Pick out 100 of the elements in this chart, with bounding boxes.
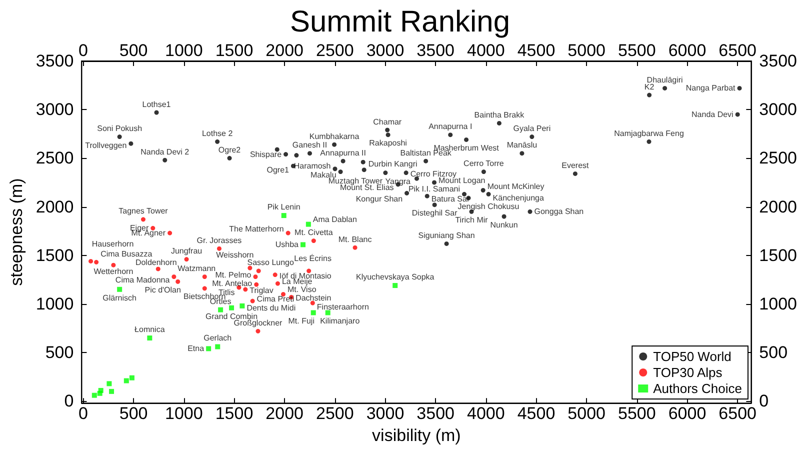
- point: [404, 170, 408, 176]
- point: [111, 262, 116, 268]
- data-label: Makalu: [310, 170, 336, 180]
- x-axis-title: visibility (m): [372, 426, 461, 445]
- data-label: Ama Dablan: [312, 214, 357, 224]
- data-label: Gongga Shan: [534, 207, 584, 216]
- x-tick-label: 5500: [618, 404, 656, 424]
- data-label: Cima Madonna: [115, 275, 170, 284]
- data-label: Mt. Civetta: [294, 228, 334, 238]
- point: [272, 272, 278, 278]
- point: [332, 142, 337, 147]
- point: [496, 120, 502, 126]
- data-label: Hauserhorn: [92, 239, 134, 248]
- point: [311, 238, 316, 244]
- point: [162, 158, 168, 162]
- data-label: Pic d'Olan: [144, 285, 181, 294]
- data-label: Everest: [562, 160, 590, 170]
- point: [352, 245, 358, 250]
- x2-tick-label: 6000: [668, 41, 706, 60]
- data-label: Nunkun: [490, 220, 518, 230]
- y-tick-label: 2500: [36, 148, 74, 168]
- point: [215, 344, 220, 350]
- point: [362, 168, 366, 172]
- x2-tick-label: 5000: [568, 41, 606, 60]
- data-label: Yangra: [385, 177, 412, 186]
- x2-tick-label: 3000: [366, 41, 404, 60]
- x-tick-label: 3500: [416, 404, 454, 424]
- point: [286, 230, 290, 236]
- y2-tick-label: 2000: [759, 197, 798, 216]
- y-axis-title: steepness (m): [7, 178, 26, 286]
- x2-tick-label: 2500: [316, 41, 354, 60]
- point: [117, 134, 122, 140]
- data-label: Chamar: [373, 117, 402, 126]
- x-tick-label: 0: [78, 404, 88, 424]
- point: [737, 86, 742, 90]
- data-label: La Meije: [282, 277, 313, 286]
- point: [294, 153, 299, 158]
- point: [253, 274, 258, 280]
- data-label: Mt. Blanc: [338, 234, 372, 244]
- legend-label: TOP30 Alps: [653, 365, 723, 380]
- y-tick-label: 3500: [36, 52, 74, 70]
- data-label: Ogre1: [266, 165, 290, 174]
- data-label: Siguniang Shan: [418, 230, 475, 240]
- point: [332, 166, 338, 172]
- point: [325, 310, 330, 316]
- point: [310, 310, 316, 316]
- data-label: Cima Busazza: [100, 250, 153, 259]
- data-label: Rakaposhi: [369, 138, 408, 148]
- x-tick-label: 4500: [517, 404, 556, 424]
- x-tick-label: 1000: [164, 404, 203, 424]
- data-label: Nanda Devi 2: [140, 147, 190, 156]
- data-label: Namjagbarwa Feng: [614, 128, 684, 138]
- data-label: Dhaulāgiri: [646, 75, 684, 84]
- data-label: Cima Preti: [256, 294, 294, 304]
- point: [98, 388, 104, 393]
- point: [424, 158, 428, 164]
- x2-tick-label: 5500: [618, 41, 656, 60]
- point: [281, 213, 286, 218]
- data-label: Soni Pokush: [97, 124, 142, 134]
- data-label: Mount McKinley: [487, 182, 544, 191]
- point: [486, 192, 491, 196]
- y-tick-label: 0: [64, 392, 74, 411]
- point: [229, 305, 234, 310]
- x2-tick-label: 4500: [517, 41, 556, 60]
- legend-label: TOP50 World: [653, 349, 732, 364]
- x-tick-label: 3000: [366, 404, 404, 424]
- point: [735, 112, 740, 117]
- data-label: Trollveggen: [85, 141, 127, 150]
- data-label: Dachstein: [296, 294, 332, 303]
- point: [176, 279, 180, 284]
- point: [386, 132, 390, 138]
- x-tick-label: 2500: [316, 404, 354, 424]
- y2-tick-label: 500: [759, 343, 788, 362]
- data-label: Wetterhorn: [94, 266, 134, 276]
- x-tick-label: 500: [119, 404, 148, 424]
- point: [150, 226, 156, 230]
- point: [383, 170, 388, 176]
- point: [480, 188, 486, 193]
- point: [254, 282, 259, 287]
- x-tick-label: 2000: [266, 404, 304, 424]
- point: [432, 202, 437, 208]
- point: [392, 283, 398, 288]
- point: [168, 230, 172, 236]
- x-tick-label: 6000: [668, 404, 706, 424]
- point: [202, 286, 207, 291]
- data-label: Lothse 2: [202, 128, 234, 138]
- point: [404, 190, 410, 196]
- point: [284, 152, 288, 157]
- data-label: Lothse1: [142, 100, 172, 109]
- data-label: Cerro Fitzroy: [410, 169, 457, 178]
- data-label: Łomnica: [134, 324, 166, 334]
- data-label: Finsteraarhorn: [316, 302, 369, 312]
- point: [464, 137, 469, 142]
- data-label: The Matterhorn: [229, 224, 284, 234]
- point: [243, 287, 248, 292]
- x2-tick-label: 1000: [164, 41, 203, 60]
- point: [240, 303, 245, 308]
- data-label: Ogre2: [218, 145, 242, 154]
- point: [129, 375, 134, 380]
- y-tick-label: 2000: [36, 197, 74, 216]
